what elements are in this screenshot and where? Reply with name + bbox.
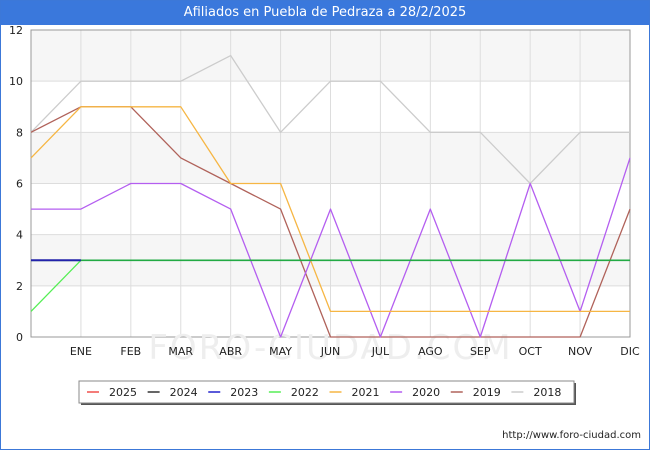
- legend-label-2019: 2019: [473, 386, 501, 399]
- x-tick-label: JUL: [371, 345, 390, 358]
- legend-box: [78, 380, 575, 404]
- x-tick-label: JUN: [320, 345, 341, 358]
- legend-label-2022: 2022: [291, 386, 319, 399]
- chart-title: Afiliados en Puebla de Pedraza a 28/2/20…: [1, 1, 649, 25]
- x-tick-label: MAY: [269, 345, 292, 358]
- legend-label-2025: 2025: [109, 386, 137, 399]
- x-tick-label: DIC: [620, 345, 640, 358]
- legend-label-2020: 2020: [412, 386, 440, 399]
- x-tick-label: FEB: [120, 345, 141, 358]
- y-tick-label: 2: [16, 280, 23, 293]
- x-tick-label: AGO: [418, 345, 443, 358]
- x-tick-label: SEP: [470, 345, 491, 358]
- x-tick-label: NOV: [568, 345, 593, 358]
- x-tick-label: ENE: [70, 345, 92, 358]
- y-tick-label: 8: [16, 126, 23, 139]
- y-tick-label: 4: [16, 229, 23, 242]
- y-tick-label: 0: [16, 331, 23, 344]
- legend-label-2024: 2024: [170, 386, 198, 399]
- x-tick-label: OCT: [519, 345, 542, 358]
- x-tick-label: ABR: [219, 345, 242, 358]
- legend-label-2023: 2023: [230, 386, 258, 399]
- series-line-2020: [31, 157, 631, 338]
- series-line-2021: [30, 106, 630, 313]
- source-url[interactable]: http://www.foro-ciudad.com: [502, 430, 641, 441]
- y-tick-label: 6: [16, 178, 23, 191]
- legend-label-2018: 2018: [533, 386, 561, 399]
- y-tick-label: 10: [9, 75, 23, 88]
- x-tick-label: MAR: [168, 345, 193, 358]
- legend-label-2021: 2021: [352, 386, 380, 399]
- y-tick-label: 12: [9, 24, 23, 37]
